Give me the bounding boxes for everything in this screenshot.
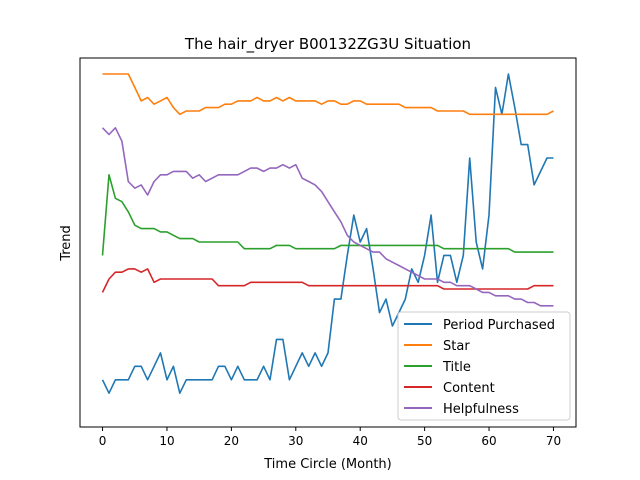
series-line-4	[101, 127, 554, 307]
plot-area	[79, 57, 577, 428]
series-line-3	[101, 268, 554, 293]
x-axis: 0 10 20 30 40 50 60 70	[99, 427, 561, 448]
plot-frame	[79, 57, 577, 428]
chart-title: The hair_dryer B00132ZG3U Situation	[184, 35, 471, 54]
legend-label-1: Star	[443, 339, 470, 354]
x-tick-label: 50	[417, 434, 432, 448]
y-axis-label: Trend	[59, 225, 74, 262]
legend-box	[397, 311, 571, 421]
x-tick-label: 10	[159, 434, 174, 448]
x-tick-label: 20	[224, 434, 239, 448]
legend: Period Purchased Star Title Content Helpfuln…	[397, 311, 571, 421]
series-line-1	[102, 73, 554, 116]
legend-label-2: Title	[442, 360, 471, 375]
legend-label-0: Period Purchased	[443, 318, 555, 333]
legend-label-4: Helpfulness	[443, 402, 519, 417]
x-tick-label: 30	[288, 434, 303, 448]
legend-label-3: Content	[443, 381, 495, 396]
series-line-0	[101, 73, 554, 395]
x-tick-label: 70	[546, 434, 561, 448]
x-tick-label: 0	[99, 434, 107, 448]
x-axis-label: Time Circle (Month)	[263, 457, 391, 472]
x-tick-label: 40	[353, 434, 368, 448]
x-tick-label: 60	[481, 434, 496, 448]
series-line-2	[101, 174, 554, 256]
